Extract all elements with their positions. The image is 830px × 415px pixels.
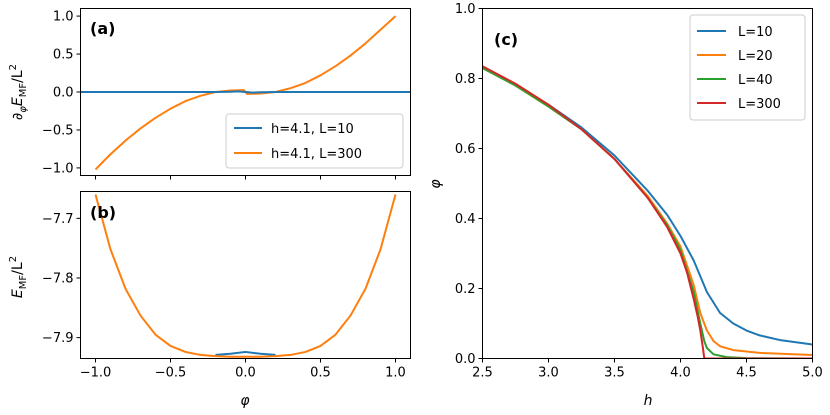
- panel-a-ytick-label: 0.0: [53, 86, 74, 101]
- panel-a-ytick-label: 0.5: [53, 48, 74, 63]
- panel-b-xtick-label: −0.5: [155, 366, 187, 381]
- panel-c: (c) φ h L=10 L=20 L=40 L=300 2.5 3.0 3.5 4.…: [428, 2, 823, 409]
- panel-a-ylabel: ∂φEMF/L2: [8, 64, 29, 120]
- panel-b-label: (b): [90, 203, 116, 222]
- panel-c-xlabel: h: [644, 393, 653, 409]
- panel-c-legend-label-2: L=20: [738, 49, 773, 64]
- panel-c-xtick-label: 3.0: [538, 366, 559, 381]
- panel-c-ytick-label: 0.8: [455, 72, 476, 87]
- panel-a-legend-box: [225, 113, 404, 169]
- panel-c-plot-area: [482, 65, 813, 359]
- panel-a-ytick-label: −1.0: [42, 161, 74, 176]
- panel-b-xtick-label: 0.5: [310, 366, 331, 381]
- panel-b-xtick-label: 1.0: [385, 366, 406, 381]
- panel-a-legend: h=4.1, L=10 h=4.1, L=300: [225, 113, 404, 169]
- panel-b-ytick-label: −7.8: [42, 271, 74, 286]
- panel-a-ytick-label: −0.5: [42, 123, 74, 138]
- panel-c-legend-box: [689, 14, 806, 121]
- panel-b: (b) EMF/L2 φ −1.0 −0.5 0.0 0.5 1.0 −7.7 −7.8 −7…: [8, 191, 411, 409]
- panel-b-xlabel: φ: [240, 393, 250, 409]
- panel-b-ylabel: EMF/L2: [8, 256, 29, 298]
- panel-c-ytick-label: 0.6: [455, 142, 476, 157]
- panel-c-frame: [482, 8, 813, 359]
- panel-b-xtick-label: −1.0: [80, 366, 112, 381]
- panel-c-xtick-label: 5.0: [802, 366, 823, 381]
- panel-a-ytick-label: 1.0: [53, 10, 74, 25]
- panel-b-xtick-label: 0.0: [235, 366, 256, 381]
- series-line-c-4: [482, 65, 813, 359]
- panel-a: (a) ∂φEMF/L2 h=4.1, L=10 h=4.1, L=300 −1…: [8, 8, 411, 180]
- panel-b-frame: [80, 191, 411, 359]
- panel-a-legend-label-2: h=4.1, L=300: [271, 147, 362, 162]
- panel-c-xtick-label: 4.5: [736, 366, 757, 381]
- panel-c-ylabel: φ: [428, 179, 444, 189]
- panel-c-ytick-label: 0.4: [455, 212, 476, 227]
- panel-c-legend-label-3: L=40: [738, 73, 773, 88]
- panel-c-xtick-label: 3.5: [604, 366, 625, 381]
- panel-c-legend-label-1: L=10: [738, 25, 773, 40]
- panel-a-label: (a): [90, 19, 115, 38]
- panel-c-xtick-label: 2.5: [472, 366, 493, 381]
- panel-c-xtick-label: 4.0: [670, 366, 691, 381]
- panel-a-legend-label-1: h=4.1, L=10: [271, 122, 354, 137]
- panel-b-ytick-label: −7.7: [42, 212, 74, 227]
- panel-c-ytick-label: 1.0: [455, 2, 476, 17]
- series-line-b-1: [215, 350, 276, 356]
- panel-c-legend-label-4: L=300: [738, 97, 781, 112]
- series-line-a-1: [80, 90, 411, 94]
- panel-b-plot-area: [94, 194, 397, 358]
- panel-c-ytick-label: 0.0: [455, 352, 476, 367]
- panel-c-legend: L=10 L=20 L=40 L=300: [689, 14, 806, 121]
- series-line-b-2: [94, 194, 397, 358]
- panel-b-ytick-label: −7.9: [42, 331, 74, 346]
- panel-a-plot-area: [80, 15, 411, 171]
- panel-c-label: (c): [494, 30, 518, 49]
- panel-c-ytick-label: 0.2: [455, 282, 476, 297]
